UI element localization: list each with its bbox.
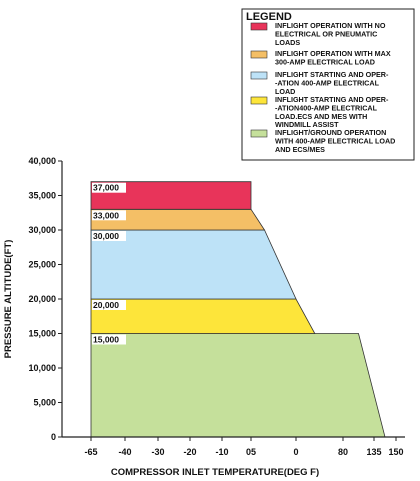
legend-entry-line: LOAD: [275, 87, 295, 96]
legend-entry-line: LOADS: [275, 38, 300, 47]
legend-entry-line: INFLIGHT OPERATION WITH MAX: [275, 49, 391, 58]
legend-entry-line: INFLIGHT/GROUND OPERATION: [275, 128, 386, 137]
x-tick-label: 80: [338, 447, 348, 457]
y-tick-label: 20,000: [28, 294, 56, 304]
legend-entry-line: AND ECS/MES: [275, 145, 325, 154]
band-label-bg-1: [92, 300, 126, 310]
y-tick-label: 5,000: [33, 398, 56, 408]
band-label-bg-3: [92, 210, 126, 221]
legend-entry-line: -ATION400-AMP ELECTRICAL: [275, 103, 378, 112]
y-tick-label: 35,000: [28, 191, 56, 201]
x-tick-label: -30: [151, 447, 164, 457]
operating-envelope-bands: 15,000 20,000 30,000 33,000 37,000: [90, 181, 386, 438]
legend-entry-line: LOAD.ECS AND MES WITH: [275, 112, 367, 121]
y-tick-label: 30,000: [28, 225, 56, 235]
legend-entry-line: WINDMILL ASSIST: [275, 120, 339, 129]
x-tick-label: 05: [246, 447, 256, 457]
legend-entry-line: INFLIGHT STARTING AND OPER-: [275, 95, 389, 104]
legend-swatch-2: [250, 71, 268, 80]
y-tick-label: 15,000: [28, 329, 56, 339]
legend-swatch-4: [250, 129, 268, 138]
y-tick-label: 10,000: [28, 363, 56, 373]
legend-swatch-1: [250, 50, 268, 59]
x-tick-label: 0: [293, 447, 298, 457]
y-tick-label: 40,000: [28, 156, 56, 166]
legend-swatch-3: [250, 96, 268, 105]
legend-entry-0: INFLIGHT OPERATION WITH NO ELECTRICAL OR …: [275, 21, 386, 47]
x-tick-label: -10: [215, 447, 228, 457]
band-4: [90, 181, 252, 210]
band-label-bg-0: [92, 334, 126, 345]
legend-entry-2: INFLIGHT STARTING AND OPER--ATION 400-AM…: [275, 70, 389, 96]
legend-entry-1: INFLIGHT OPERATION WITH MAX 300-AMP ELECT…: [275, 49, 391, 66]
band-label-2: 30,000: [93, 231, 119, 241]
band-label-bg-2: [92, 231, 126, 241]
x-tick-label: 135: [366, 447, 381, 457]
legend-entry-line: ELECTRICAL OR PNEUMATIC: [275, 29, 377, 38]
band-label-bg-4: [92, 182, 126, 193]
legend-box: [241, 8, 415, 161]
band-label-1: 20,000: [93, 300, 119, 310]
legend-entry-line: INFLIGHT STARTING AND OPER-: [275, 70, 389, 79]
tick-labels: 0 5,000 10,000 15,000 20,000 25,000 30,000 35,0…: [28, 156, 403, 457]
x-tick-label: 150: [388, 447, 403, 457]
legend-entry-line: -ATION 400-AMP ELECTRICAL: [275, 78, 380, 87]
y-axis-title: PRESSURE ALTITUDE(FT): [3, 240, 14, 359]
legend-entry-line: WITH 400-AMP ELECTRICAL LOAD: [275, 136, 395, 145]
band-0: [90, 333, 386, 438]
legend-title: LEGEND: [246, 11, 292, 23]
y-tick-label: 0: [51, 432, 56, 442]
band-label-4: 37,000: [93, 183, 119, 193]
legend-swatch-0: [250, 22, 268, 31]
x-tick-label: -65: [84, 447, 97, 457]
band-label-3: 33,000: [93, 210, 119, 220]
x-axis-title: COMPRESSOR INLET TEMPERATURE(DEG F): [111, 467, 319, 478]
x-tick-label: -20: [183, 447, 196, 457]
legend-entry-3: INFLIGHT STARTING AND OPER--ATION400-AMP…: [275, 95, 389, 129]
legend-entry-4: INFLIGHT/GROUND OPERATION WITH 400-AMP EL…: [275, 128, 395, 154]
legend-entry-line: INFLIGHT OPERATION WITH NO: [275, 21, 386, 30]
legend-entry-line: 300-AMP ELECTRICAL LOAD: [275, 57, 375, 66]
x-tick-label: -40: [118, 447, 131, 457]
band-label-0: 15,000: [93, 335, 119, 345]
y-tick-label: 25,000: [28, 260, 56, 270]
